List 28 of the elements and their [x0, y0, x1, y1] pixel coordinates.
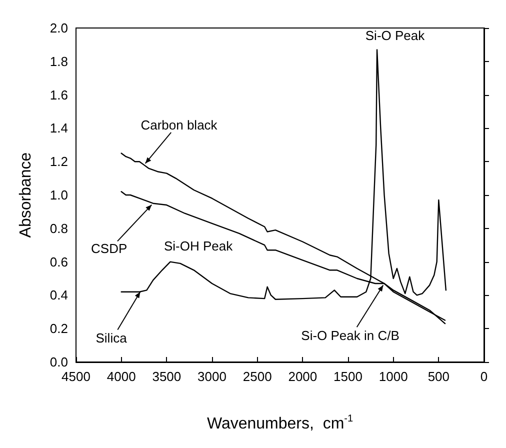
annotation: Si-OH Peak: [164, 238, 234, 254]
y-tick-label: 2.0: [50, 20, 68, 36]
x-tick-label: 1500: [334, 369, 362, 384]
x-tick-label: 0: [480, 369, 488, 384]
y-tick-label: 1.2: [50, 154, 68, 170]
x-tick-label: 3000: [198, 369, 226, 384]
y-axis-title: Absorbance: [18, 152, 34, 238]
y-tick-label: 1.6: [50, 87, 68, 102]
x-tick-label: 2500: [242, 369, 272, 384]
y-tick-label: 0.0: [50, 354, 68, 370]
annotation: CSDP: [91, 240, 128, 256]
annotation: Si-O Peak: [365, 28, 426, 44]
x-tick-label: 1000: [378, 369, 408, 384]
annotation: Silica: [96, 330, 128, 346]
y-tick-label: 0.2: [50, 321, 68, 336]
y-tick-label: 0.6: [50, 254, 68, 270]
y-tick-label: 0.4: [50, 288, 68, 303]
annotation: Carbon black: [140, 117, 218, 132]
y-tick-label: 1.8: [50, 54, 68, 69]
y-tick-label: 1.4: [50, 120, 68, 136]
x-tick-label: 4000: [106, 369, 136, 384]
y-tick-label: 0.8: [50, 220, 68, 236]
x-tick-label: 4500: [62, 369, 90, 384]
annotation: Si-O Peak in C/B: [301, 328, 400, 344]
x-tick-label: 500: [428, 369, 450, 384]
y-tick-label: 1.0: [50, 188, 68, 202]
x-tick-label: 3500: [152, 369, 182, 384]
x-tick-label: 2000: [288, 369, 318, 384]
